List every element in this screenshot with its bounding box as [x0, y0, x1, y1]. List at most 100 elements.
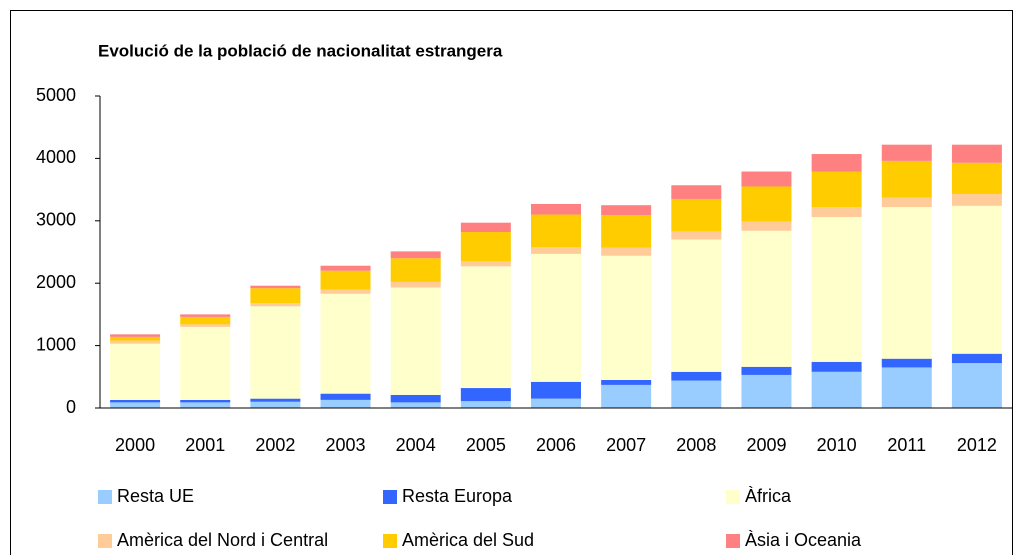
bar-segment [881, 367, 932, 408]
bar-segment [390, 394, 441, 403]
bar-segment [531, 253, 581, 382]
bar-segment [811, 171, 862, 208]
bar-segment [951, 205, 1002, 354]
bar-segment [320, 399, 371, 408]
bar-segment [741, 221, 792, 231]
bar-segment [671, 380, 722, 408]
legend-swatch [383, 534, 397, 548]
bar-segment [531, 214, 581, 248]
bar-segment [741, 230, 792, 367]
bar-segment [531, 203, 581, 215]
bar-segment [811, 371, 862, 408]
legend-swatch [98, 534, 112, 548]
bar-segment [110, 336, 161, 341]
bar-segment [531, 398, 581, 408]
legend-label: Resta UE [117, 486, 194, 506]
x-tick-label: 2006 [536, 435, 576, 455]
bar-segment [881, 358, 932, 368]
bar-segment [671, 231, 722, 240]
x-tick-label: 2012 [957, 435, 997, 455]
bar-segment [601, 205, 652, 216]
bar-segment [320, 293, 371, 394]
x-tick-label: 2002 [255, 435, 295, 455]
bar-segment [250, 401, 301, 408]
x-tick-label: 2007 [606, 435, 646, 455]
bar-segment [601, 247, 652, 256]
x-tick-label: 2008 [676, 435, 716, 455]
legend-swatch [98, 490, 112, 504]
bar-segment [460, 232, 511, 262]
bar-segment [601, 384, 652, 408]
bar-segment [951, 193, 1002, 206]
bar-segment [881, 197, 932, 208]
x-tick-label: 2003 [326, 435, 366, 455]
bar-segment [110, 340, 161, 344]
legend-label: Resta Europa [402, 486, 513, 506]
bar-segment [811, 154, 862, 172]
legend-label: Àfrica [745, 486, 792, 506]
bar-segment [180, 314, 231, 317]
bar-segment [741, 186, 792, 222]
chart-title: Evolució de la població de nacionalitat … [98, 41, 503, 60]
bar-segment [460, 388, 511, 402]
bar-segment [250, 285, 301, 289]
y-tick-label: 3000 [36, 210, 76, 230]
bar-segment [460, 222, 511, 233]
bar-segment [671, 239, 722, 372]
bar-segment [460, 261, 511, 267]
x-tick-label: 2004 [396, 435, 436, 455]
x-tick-label: 2000 [115, 435, 155, 455]
bar-segment [881, 207, 932, 359]
bar-segment [531, 381, 581, 399]
legend-swatch [383, 490, 397, 504]
y-tick-label: 4000 [36, 147, 76, 167]
y-tick-label: 0 [66, 397, 76, 417]
bar-segment [390, 287, 441, 395]
y-tick-label: 2000 [36, 272, 76, 292]
x-tick-label: 2010 [817, 435, 857, 455]
bar-segment [250, 398, 301, 402]
bar-segment [110, 343, 161, 400]
bar-segment [460, 266, 511, 389]
bar-segment [180, 326, 231, 400]
bar-segment [881, 160, 932, 198]
y-tick-label: 1000 [36, 334, 76, 354]
bar-segment [671, 185, 722, 199]
bar-segment [180, 316, 231, 325]
bar-segment [741, 171, 792, 187]
bar-segment [390, 258, 441, 282]
bar-segment [180, 324, 231, 327]
bar-segment [180, 402, 231, 408]
bar-segment [110, 334, 161, 337]
legend-label: Amèrica del Nord i Central [117, 530, 328, 550]
bar-segment [601, 215, 652, 248]
bar-segment [110, 399, 161, 403]
bar-segment [250, 303, 301, 307]
bar-segment [320, 265, 371, 271]
bar-segment [531, 247, 581, 254]
bar-segment [320, 289, 371, 294]
legend-label: Àsia i Oceania [745, 530, 862, 550]
legend-swatch [726, 534, 740, 548]
x-tick-label: 2005 [466, 435, 506, 455]
bar-segment [390, 281, 441, 288]
legend-swatch [726, 490, 740, 504]
bar-segment [390, 251, 441, 259]
bar-segment [180, 399, 231, 403]
bar-segment [811, 217, 862, 362]
bar-segment [671, 198, 722, 232]
bar-segment [951, 144, 1002, 163]
bar-segment [460, 401, 511, 408]
bar-segment [951, 162, 1002, 194]
bar-segment [110, 402, 161, 408]
x-tick-label: 2011 [887, 435, 926, 455]
bar-segment [881, 144, 932, 161]
bar-segment [811, 361, 862, 372]
bar-segment [250, 306, 301, 399]
bar-segment [250, 288, 301, 304]
bar-segment [601, 255, 652, 380]
chart-border [10, 10, 1013, 555]
bar-segment [951, 363, 1002, 408]
bar-segment [951, 353, 1002, 364]
